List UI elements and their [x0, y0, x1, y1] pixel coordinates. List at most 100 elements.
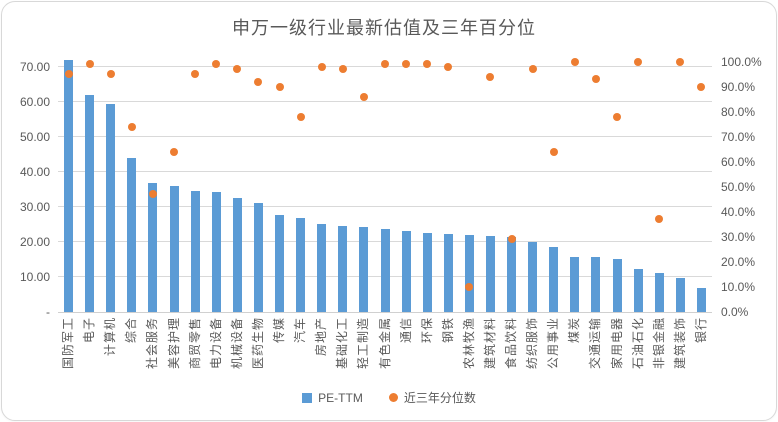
bar-pe-ttm: [338, 226, 348, 312]
bar-pe-ttm: [464, 235, 474, 312]
dot-percentile: [127, 122, 136, 131]
right-axis-tick-label: 60.0%: [721, 154, 756, 169]
legend-item-pe-ttm[interactable]: PE-TTM: [302, 391, 363, 405]
legend-label: 近三年分位数: [403, 391, 476, 405]
x-axis-category-label: 通信: [398, 317, 413, 344]
bar-pe-ttm: [570, 256, 580, 312]
bar-pe-ttm: [85, 94, 95, 312]
x-axis-category-label: 机械设备: [229, 317, 244, 370]
bar-pe-ttm: [422, 233, 432, 312]
right-axis-tick-label: 10.0%: [721, 279, 756, 294]
x-axis-category-label: 计算机: [103, 317, 118, 357]
legend-item-percentile[interactable]: 近三年分位数: [388, 389, 476, 406]
dot-percentile: [528, 65, 537, 74]
x-axis-category-label: 国防军工: [61, 317, 76, 370]
x-axis-category-label: 有色金属: [377, 317, 392, 370]
dot-percentile: [655, 215, 664, 224]
bar-pe-ttm: [675, 277, 685, 312]
dot-percentile: [317, 62, 326, 71]
dot-percentile: [444, 62, 453, 71]
x-axis-category-label: 房地产: [314, 317, 329, 357]
x-axis-category-label: 社会服务: [145, 317, 160, 370]
x-axis-category-label: 食品饮料: [504, 317, 519, 370]
dot-percentile: [486, 72, 495, 81]
bar-pe-ttm: [64, 60, 74, 312]
right-axis-tick-label: 40.0%: [721, 204, 756, 219]
dot-percentile: [106, 70, 115, 79]
left-axis-tick-label: 50.00: [19, 129, 50, 144]
dot-percentile: [676, 57, 685, 66]
dot-percentile: [465, 282, 474, 291]
left-axis-tick-label: 60.00: [19, 94, 50, 109]
dot-percentile: [296, 112, 305, 121]
left-axis-tick-label: 70.00: [19, 59, 50, 74]
x-axis-category-label: 美容护理: [166, 317, 181, 370]
bar-pe-ttm: [528, 242, 538, 312]
dot-percentile: [549, 147, 558, 156]
bar-pe-ttm: [148, 183, 158, 312]
gridline: [58, 206, 712, 208]
bar-pe-ttm: [380, 229, 390, 312]
bar-pe-ttm: [696, 288, 706, 312]
bar-pe-ttm: [507, 236, 517, 312]
dot-percentile: [359, 92, 368, 101]
left-axis-tick-label: -: [46, 305, 50, 319]
bar-pe-ttm: [317, 223, 327, 312]
x-axis-category-label: 商贸零售: [187, 317, 202, 370]
gridline: [58, 101, 712, 103]
bar-pe-ttm: [296, 218, 306, 312]
x-axis-category-label: 纺织服饰: [525, 317, 540, 370]
x-axis-category-label: 钢铁: [440, 317, 455, 344]
x-axis-category-label: 医药生物: [250, 317, 265, 370]
x-axis-category-label: 农林牧渔: [461, 317, 476, 370]
dot-percentile: [275, 82, 284, 91]
left-axis-tick-label: 20.00: [19, 234, 50, 249]
x-axis-category-label: 电力设备: [208, 317, 223, 370]
bar-pe-ttm: [633, 268, 643, 312]
dot-percentile: [148, 190, 157, 199]
bar-pe-ttm: [485, 235, 495, 312]
x-axis-category-label: 银行: [693, 317, 708, 344]
right-axis-tick-label: 0.0%: [721, 305, 749, 319]
bar-pe-ttm: [211, 191, 221, 312]
left-axis-tick-label: 30.00: [19, 199, 50, 214]
dot-percentile: [423, 60, 432, 69]
x-axis-category-label: 建筑装饰: [672, 317, 687, 370]
x-axis-category-label: 轻工制造: [356, 317, 371, 370]
left-axis-tick-label: 10.00: [19, 269, 50, 284]
bar-pe-ttm: [232, 197, 242, 312]
dot-percentile: [570, 57, 579, 66]
bar-pe-ttm: [253, 203, 263, 312]
bar-pe-ttm: [127, 158, 137, 312]
bar-pe-ttm: [275, 215, 285, 312]
dot-percentile: [613, 112, 622, 121]
dot-percentile: [170, 147, 179, 156]
dot-percentile: [254, 77, 263, 86]
dot-percentile: [233, 65, 242, 74]
dot-percentile: [85, 60, 94, 69]
right-axis-tick-label: 100.0%: [721, 54, 762, 69]
right-axis-tick-label: 90.0%: [721, 79, 756, 94]
dot-percentile: [402, 60, 411, 69]
dot-percentile: [381, 60, 389, 69]
gridline: [58, 136, 712, 138]
x-axis-category-label: 建筑材料: [482, 317, 497, 370]
right-axis-tick-label: 50.0%: [721, 179, 756, 194]
bar-pe-ttm: [401, 231, 411, 312]
x-axis-category-label: 家用电器: [609, 317, 624, 370]
x-axis-category-label: 环保: [419, 317, 434, 344]
x-axis-line: [58, 311, 712, 313]
dot-percentile: [338, 65, 347, 74]
x-axis-category-label: 基础化工: [335, 317, 350, 370]
legend-label: PE-TTM: [318, 390, 363, 405]
right-axis-tick-label: 20.0%: [721, 254, 756, 269]
legend: PE-TTM 近三年分位数: [2, 389, 776, 406]
bar-pe-ttm: [591, 257, 601, 312]
bar-pe-ttm: [443, 234, 453, 312]
x-axis-category-label: 电子: [82, 317, 97, 344]
chart-title: 申万一级行业最新估值及三年百分位: [232, 18, 536, 38]
bar-pe-ttm: [169, 185, 179, 312]
bar-pe-ttm: [549, 247, 559, 312]
left-axis-tick-label: 40.00: [19, 164, 50, 179]
